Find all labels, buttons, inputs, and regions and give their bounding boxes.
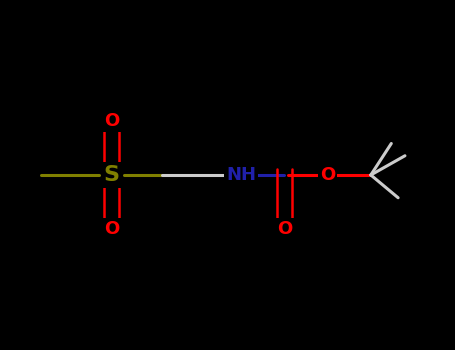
Text: O: O [104,220,119,238]
Text: NH: NH [226,166,256,184]
Text: O: O [320,166,335,184]
Text: O: O [104,112,119,130]
Text: O: O [277,220,292,238]
Text: S: S [103,165,120,185]
